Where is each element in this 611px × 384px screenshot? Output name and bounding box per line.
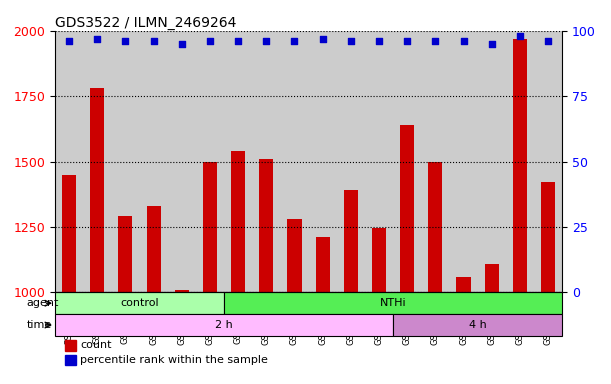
Bar (393, 31, 421, 292)
Point (92, 35, 102, 41)
Bar (203, 162, 217, 292)
Bar (541, 182, 555, 292)
Point (374, 38, 384, 44)
Bar (450, 31, 478, 292)
Bar (119, 217, 133, 292)
Bar (139, 31, 167, 292)
Bar (280, 31, 309, 292)
Bar (65, 340, 76, 351)
Point (262, 38, 271, 44)
Bar (175, 290, 189, 292)
Point (543, 38, 553, 44)
Point (205, 38, 215, 44)
Bar (167, 31, 196, 292)
Bar (534, 31, 562, 292)
Bar (506, 31, 534, 292)
Bar (513, 38, 527, 292)
Bar (55, 31, 83, 292)
Point (177, 41, 187, 47)
Bar (90, 88, 104, 292)
Bar (485, 263, 499, 292)
Point (120, 38, 130, 44)
Bar (316, 237, 330, 292)
Bar (231, 151, 245, 292)
Bar (372, 228, 386, 292)
Bar (111, 31, 139, 292)
Text: 4 h: 4 h (469, 320, 486, 330)
Point (487, 41, 497, 47)
Bar (393, 314, 562, 336)
Bar (147, 206, 161, 292)
Point (64, 38, 74, 44)
Bar (62, 175, 76, 292)
Bar (478, 31, 506, 292)
Point (290, 38, 299, 44)
Text: count: count (81, 341, 112, 351)
Point (402, 38, 412, 44)
Bar (421, 31, 450, 292)
Bar (196, 31, 224, 292)
Text: agent: agent (27, 298, 59, 308)
Bar (224, 292, 562, 314)
Bar (55, 314, 393, 336)
Bar (365, 31, 393, 292)
Text: 2 h: 2 h (215, 320, 233, 330)
Bar (309, 31, 337, 292)
Text: GDS3522 / ILMN_2469264: GDS3522 / ILMN_2469264 (55, 16, 236, 30)
Bar (428, 162, 442, 292)
Point (430, 38, 440, 44)
Bar (337, 31, 365, 292)
Bar (252, 31, 280, 292)
Text: control: control (120, 298, 159, 308)
Point (233, 38, 243, 44)
Bar (400, 125, 414, 292)
Text: time: time (27, 320, 52, 330)
Bar (344, 190, 358, 292)
Point (459, 38, 469, 44)
Bar (456, 276, 470, 292)
Text: percentile rank within the sample: percentile rank within the sample (81, 355, 268, 365)
Bar (259, 159, 273, 292)
Bar (224, 31, 252, 292)
Bar (83, 31, 111, 292)
Bar (65, 355, 76, 365)
Point (148, 38, 158, 44)
Bar (55, 292, 224, 314)
Point (318, 35, 327, 41)
Bar (287, 219, 301, 292)
Text: NTHi: NTHi (380, 298, 406, 308)
Point (515, 33, 525, 39)
Point (346, 38, 356, 44)
